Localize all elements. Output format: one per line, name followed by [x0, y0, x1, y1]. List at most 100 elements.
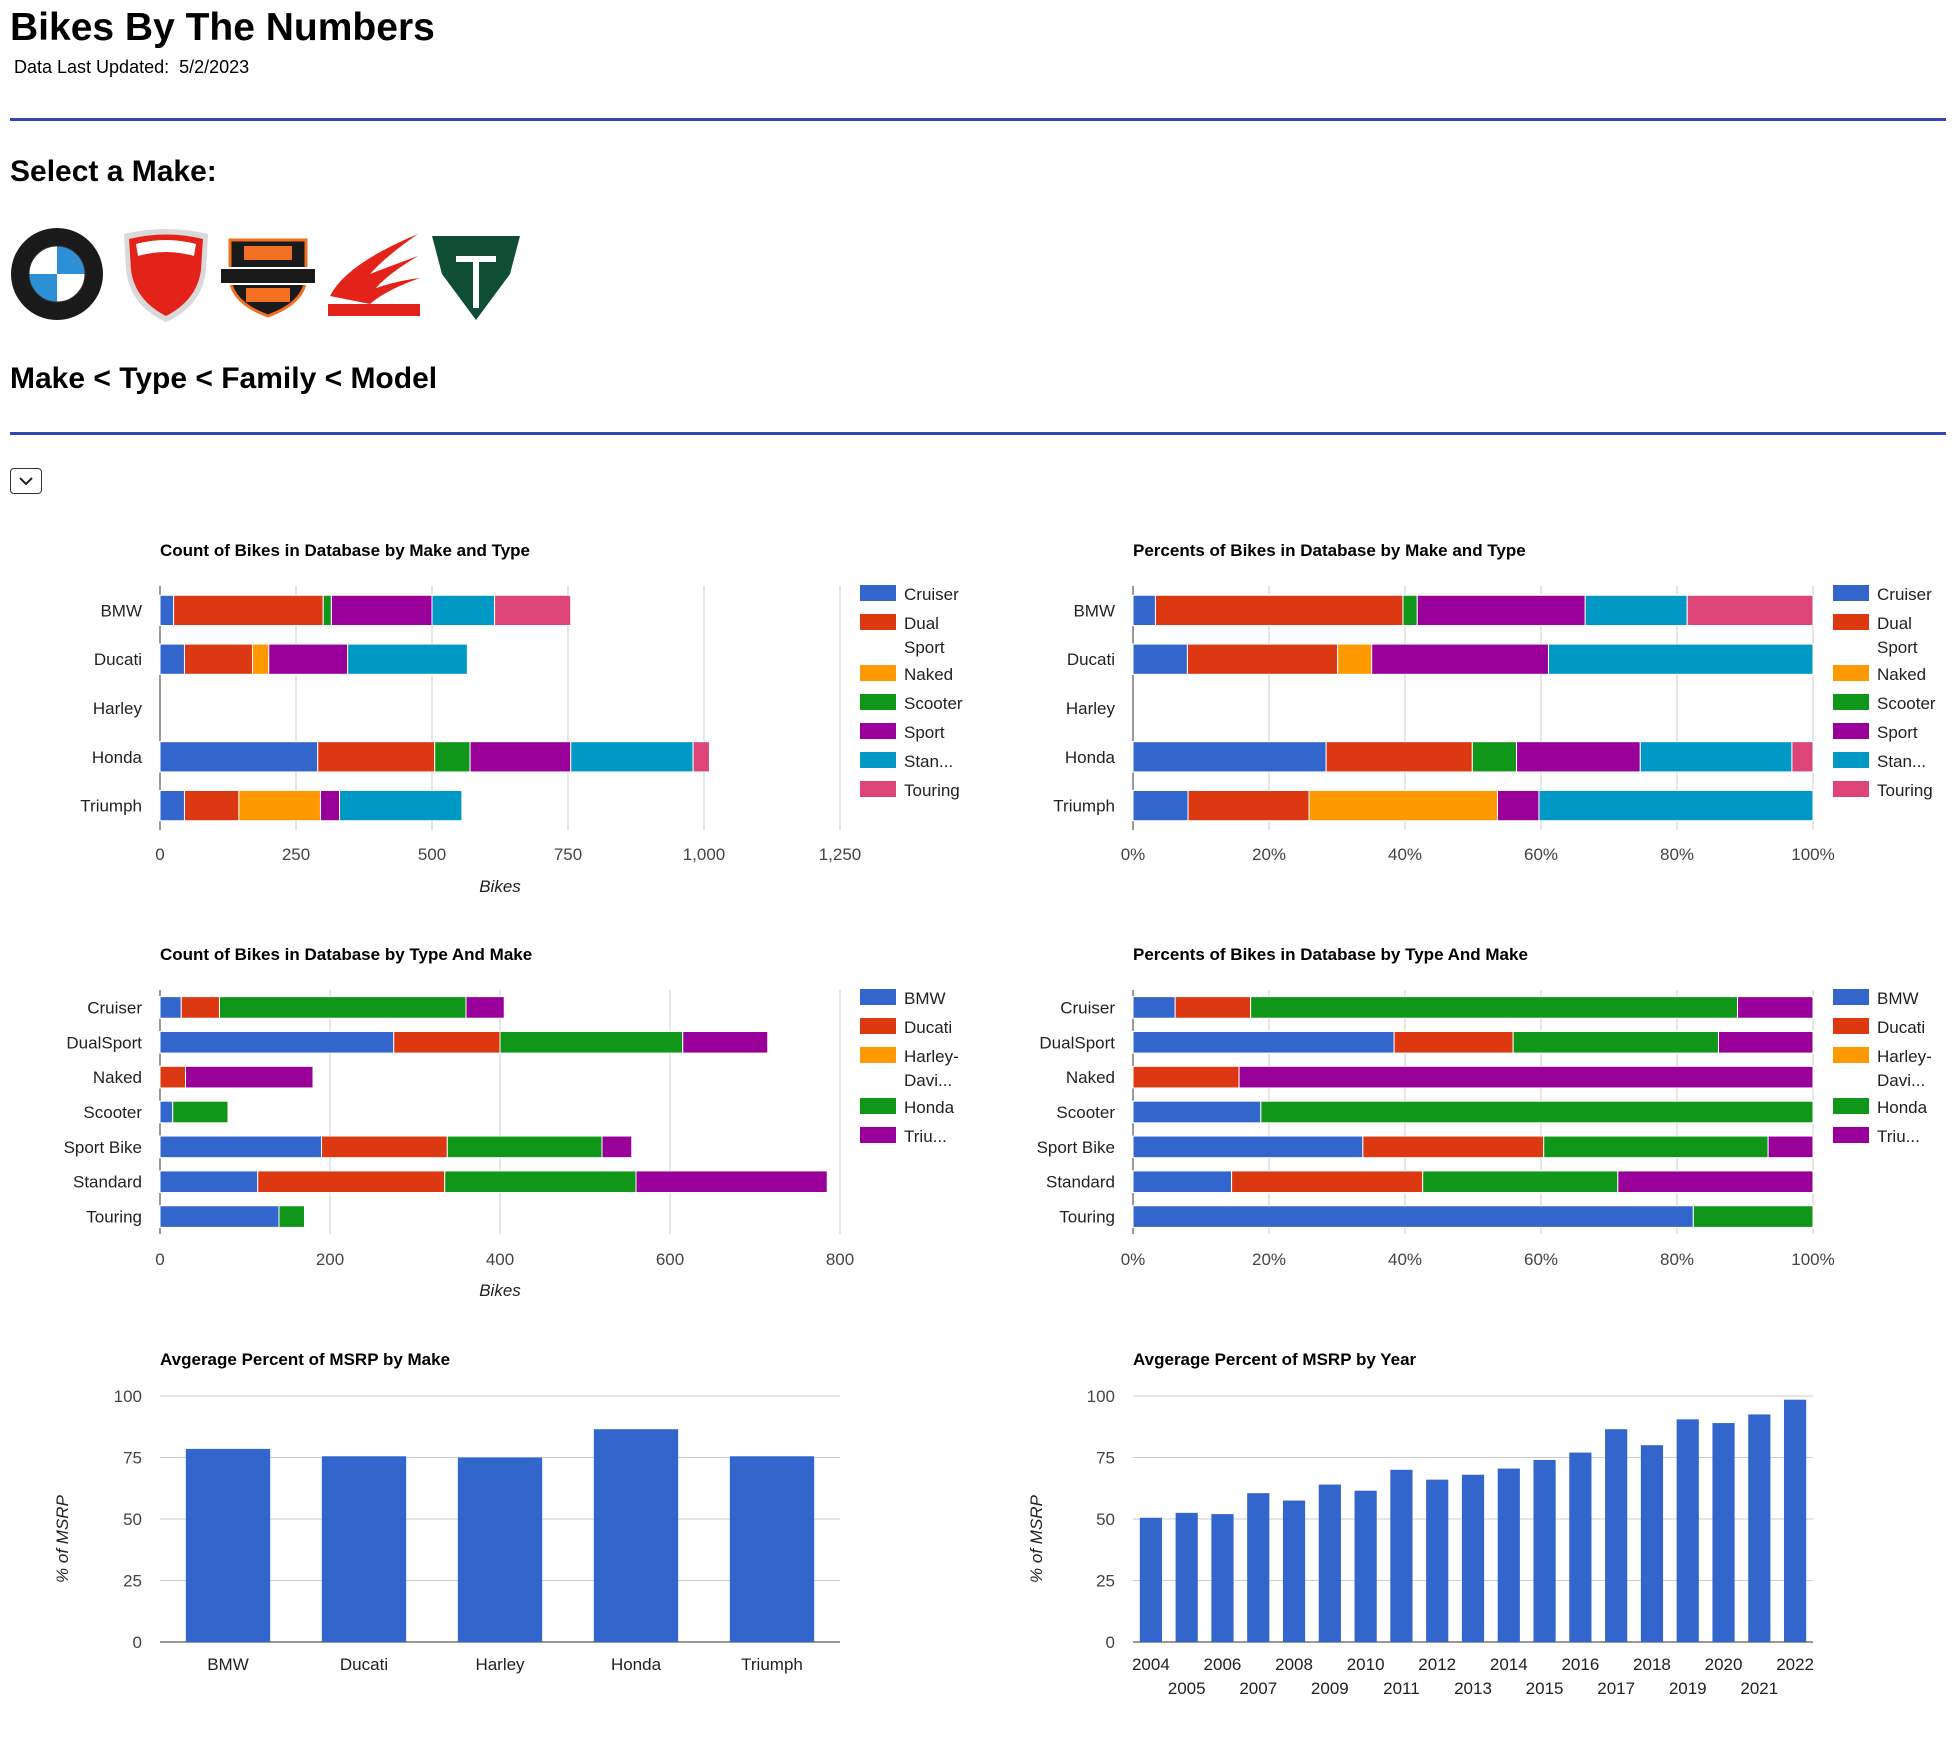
bar-segment [444, 1170, 637, 1194]
bar-segment [173, 594, 324, 627]
legend-swatch [860, 989, 896, 1005]
bar [1282, 1500, 1306, 1642]
bar-segment [1132, 741, 1327, 773]
bar-segment [446, 1135, 603, 1159]
y-tick-label: 100 [1087, 1387, 1115, 1406]
bar-segment [499, 1030, 684, 1054]
x-tick-label: 2006 [1204, 1655, 1242, 1674]
x-tick-label: 200 [316, 1250, 344, 1269]
last-updated: Data Last Updated: 5/2/2023 [14, 57, 249, 78]
bar-segment [1516, 741, 1641, 773]
bmw-logo[interactable] [11, 228, 103, 320]
bar-segment [1717, 1030, 1814, 1054]
x-tick-label: 2004 [1132, 1655, 1170, 1674]
chevron-down-icon [19, 477, 33, 486]
harley-davidson-logo[interactable] [219, 238, 317, 318]
chart-percent-type-make: Percents of Bikes in Database by Type An… [1037, 945, 1932, 1269]
bar-segment [1547, 643, 1814, 675]
bar-segment [1260, 1100, 1814, 1124]
bar-segment [1174, 996, 1252, 1019]
legend-label: Touring [904, 781, 960, 800]
x-axis-label: Bikes [479, 877, 521, 896]
honda-logo[interactable] [328, 234, 420, 316]
chart-percent-make-type: Percents of Bikes in Database by Make an… [1053, 541, 1936, 864]
legend-swatch [1833, 781, 1869, 797]
bar-segment [1337, 643, 1373, 675]
x-tick-label: 1,250 [819, 845, 862, 864]
x-tick-label: 2014 [1490, 1655, 1528, 1674]
bar-segment [1186, 643, 1339, 675]
x-tick-label: 80% [1660, 845, 1694, 864]
select-make-heading: Select a Make: [10, 155, 217, 188]
x-tick-label: 60% [1524, 1250, 1558, 1269]
triumph-logo[interactable] [432, 236, 520, 320]
bar-segment [570, 741, 694, 773]
chart-msrp-by-year: Avgerage Percent of MSRP by Year 0 25 50 75 1… [1027, 1350, 1814, 1698]
bar-segment [1538, 789, 1814, 822]
bar-segment [1737, 996, 1814, 1019]
legend-label: Triu... [1877, 1127, 1920, 1146]
bar [1247, 1493, 1270, 1642]
bar-segment [1132, 996, 1176, 1019]
y-tick-label: 50 [1096, 1510, 1115, 1529]
y-axis-label: % of MSRP [53, 1494, 72, 1583]
legend-label: Honda [1877, 1098, 1928, 1117]
bar-segment [1543, 1135, 1769, 1159]
bar-segment [1639, 741, 1793, 773]
bar [1354, 1490, 1377, 1642]
bar [1605, 1429, 1628, 1642]
x-tick-label: 100% [1791, 845, 1834, 864]
divider [10, 118, 1946, 121]
y-tick-label: 50 [123, 1510, 142, 1529]
y-tick-label: 100 [114, 1387, 142, 1406]
x-tick-label: 80% [1660, 1250, 1694, 1269]
x-tick-label: 2013 [1454, 1679, 1492, 1698]
x-tick-label: 2007 [1239, 1679, 1277, 1698]
bar-segment [431, 594, 496, 627]
breadcrumb: Make < Type < Family < Model [10, 362, 438, 395]
y-tick-label: Scooter [83, 1103, 142, 1122]
bar-segment [1231, 1170, 1424, 1194]
bar-segment [159, 1030, 395, 1054]
x-tick-label: Harley [475, 1655, 525, 1674]
x-tick-label: 250 [282, 845, 310, 864]
bar-segment [159, 1135, 322, 1159]
x-tick-label: Honda [611, 1655, 662, 1674]
legend-label: Naked [1877, 665, 1926, 684]
bar-segment [1132, 1170, 1233, 1194]
legend-swatch [1833, 694, 1869, 710]
x-tick-label: 20% [1252, 845, 1286, 864]
bar-segment [494, 594, 572, 627]
x-tick-label: 500 [418, 845, 446, 864]
bar-segment [1325, 741, 1473, 773]
y-axis-label: % of MSRP [1027, 1494, 1046, 1583]
legend-label: Davi... [904, 1071, 952, 1090]
x-tick-label: 2005 [1168, 1679, 1206, 1698]
legend-swatch [1833, 723, 1869, 739]
bar-segment [1154, 594, 1404, 627]
bar-segment [1362, 1135, 1545, 1159]
legend-swatch [860, 752, 896, 768]
legend-swatch [1833, 752, 1869, 768]
y-tick-label: 0 [1106, 1633, 1115, 1652]
chart-count-make-type: Count of Bikes in Database by Make and T… [80, 541, 963, 896]
bar [1748, 1414, 1771, 1642]
x-tick-label: 750 [554, 845, 582, 864]
ducati-logo[interactable] [124, 229, 208, 322]
x-tick-label: 600 [656, 1250, 684, 1269]
legend-label: Honda [904, 1098, 955, 1117]
bar [1640, 1445, 1664, 1642]
legend-swatch [1833, 665, 1869, 681]
legend-label: Scooter [904, 694, 963, 713]
y-tick-label: 25 [123, 1572, 142, 1591]
x-axis-label: Bikes [479, 1281, 521, 1300]
collapse-toggle[interactable] [10, 468, 42, 494]
legend-swatch [1833, 614, 1869, 630]
legend-label: Sport [904, 638, 945, 657]
bar-segment [1132, 594, 1156, 627]
y-tick-label: Standard [73, 1173, 142, 1192]
chart-title: Count of Bikes in Database by Make and T… [160, 541, 530, 560]
x-tick-label: BMW [207, 1655, 249, 1674]
make-logos [11, 228, 520, 322]
